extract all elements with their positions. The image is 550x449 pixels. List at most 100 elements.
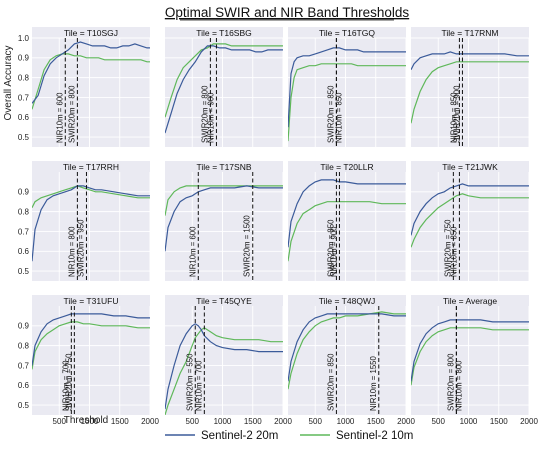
subplot-title: Tile = T17RRH <box>63 162 119 172</box>
x-tick-label: 2000 <box>520 417 538 426</box>
subplot-1: Tile = T10SGJ 0.5 0.6 0.7 0.8 0.9 1.0 NIR10m = … <box>18 27 151 147</box>
x-tick-label: 1500 <box>244 417 262 426</box>
series-line-20m <box>32 41 150 104</box>
y-tick-label: 0.8 <box>18 207 30 216</box>
y-tick-label: 0.6 <box>18 113 30 122</box>
subplot-5: Tile = T17RRH 0.5 0.6 0.7 0.8 0.9 NIR10m = 800… <box>18 161 151 281</box>
subplot-title-bg <box>165 295 283 306</box>
y-tick-label: 0.8 <box>18 341 30 350</box>
legend-item-10m: Sentinel-2 10m <box>300 430 413 442</box>
threshold-label: SWIR20m = 800 <box>200 85 209 143</box>
series-line-20m <box>288 179 406 248</box>
y-tick-label: 0.8 <box>18 73 30 82</box>
subplot-title-bg <box>165 161 283 172</box>
subplot-9: Tile = T31UFU 0.5 0.6 0.7 0.8 0.9 500 1000 1500 2… <box>18 295 159 426</box>
threshold-label: NIR10m = 600 <box>55 92 64 143</box>
threshold-label: SWIR20m = 750 <box>64 353 73 411</box>
threshold-label: NIR10m = 850 <box>449 226 458 277</box>
y-tick-label: 0.9 <box>18 322 30 331</box>
series-line-10m <box>411 327 529 386</box>
x-tick-label: 500 <box>309 417 323 426</box>
y-axis-label: Overall Accuracy <box>3 45 14 120</box>
subplot-title-bg <box>288 295 406 306</box>
y-tick-label: 0.9 <box>18 188 30 197</box>
series-line-20m <box>165 323 283 410</box>
subplot-title: Tile = T10SGJ <box>64 28 118 38</box>
legend-item-20m: Sentinel-2 20m <box>165 430 278 442</box>
plot-area <box>165 38 283 147</box>
threshold-label: SWIR20m = 550 <box>185 353 194 411</box>
series-line-10m <box>288 63 406 142</box>
threshold-label: NIR10m = 850 <box>334 92 343 143</box>
subplot-title: Tile = T17RNM <box>442 28 499 38</box>
plot-area <box>288 38 406 147</box>
plot-area <box>288 306 406 415</box>
x-tick-label: 2000 <box>141 417 159 426</box>
x-tick-label: 1000 <box>460 417 478 426</box>
plot-area <box>165 306 283 415</box>
y-tick-label: 0.6 <box>18 247 30 256</box>
series-line-20m <box>288 313 406 382</box>
panels: Tile = T10SGJ 0.5 0.6 0.7 0.8 0.9 1.0 NIR10m = … <box>18 27 538 426</box>
subplot-title-bg <box>32 295 150 306</box>
subplot-3: Tile = T16TGQ SWIR20m = 850 NIR10m = 850 <box>288 27 407 147</box>
series-line-20m <box>165 45 283 134</box>
threshold-label: NIR10m = 700 <box>194 360 203 411</box>
subplot-title-bg <box>288 27 406 38</box>
threshold-label: SWIR20m = 950 <box>77 219 86 277</box>
threshold-label: NIR10m = 900 <box>206 92 215 143</box>
plot-area <box>411 38 529 147</box>
threshold-label: NIR10m = 800 <box>67 226 76 277</box>
series-line-20m <box>411 51 529 70</box>
threshold-label: NIR10m = 800 <box>454 360 463 411</box>
threshold-label: SWIR20m = 800 <box>446 353 455 411</box>
x-tick-label: 500 <box>186 417 200 426</box>
subplot-title: Tile = T45QYE <box>196 296 252 306</box>
threshold-label: NIR10m = 900 <box>329 226 338 277</box>
series-line-10m <box>288 201 406 262</box>
threshold-label: SWIR20m = 850 <box>326 353 335 411</box>
x-tick-label: 500 <box>432 417 446 426</box>
y-tick-label: 0.5 <box>18 267 30 276</box>
y-tick-label: 0.9 <box>18 54 30 63</box>
x-tick-label: 1000 <box>81 417 99 426</box>
subplot-10: Tile = T45QYE 500 1000 1500 2000 SWIR20m = 55… <box>165 295 292 426</box>
threshold-label: SWIR20m = 850 <box>326 219 335 277</box>
legend: Sentinel-2 20m Sentinel-2 10m <box>165 430 413 442</box>
subplot-title-bg <box>32 27 150 38</box>
x-tick-label: 1500 <box>367 417 385 426</box>
y-tick-label: 0.5 <box>18 401 30 410</box>
subplot-title: Tile = Average <box>443 296 497 306</box>
y-tick-label: 0.7 <box>18 361 30 370</box>
plot-area <box>411 306 529 415</box>
threshold-label: SWIR20m = 1500 <box>243 215 252 277</box>
threshold-label: NIR10m = 700 <box>61 360 70 411</box>
plot-area <box>32 38 150 147</box>
plot-area <box>411 172 529 281</box>
plot-area <box>288 172 406 281</box>
subplot-title: Tile = T21JWK <box>442 162 498 172</box>
series-line-20m <box>288 47 406 128</box>
subplot-title: Tile = T16SBG <box>196 28 252 38</box>
x-tick-label: 1000 <box>337 417 355 426</box>
series-line-10m <box>411 61 529 124</box>
subplot-title-bg <box>411 161 529 172</box>
x-tick-label: 500 <box>53 417 67 426</box>
x-tick-label: 1500 <box>490 417 508 426</box>
threshold-label: SWIR20m = 850 <box>326 85 335 143</box>
figure-title: Optimal SWIR and NIR Band Thresholds <box>165 5 410 20</box>
series-line-10m <box>165 327 283 415</box>
legend-label: Sentinel-2 10m <box>336 430 413 442</box>
subplot-6: Tile = T17SNB NIR10m = 600 SWIR20m = 1500 <box>165 161 284 281</box>
threshold-label: NIR10m = 600 <box>188 226 197 277</box>
series-line-10m <box>165 43 283 118</box>
subplot-title-bg <box>165 27 283 38</box>
subplot-title-bg <box>411 27 529 38</box>
subplot-title: Tile = T48QWJ <box>319 296 375 306</box>
x-tick-label: 1500 <box>111 417 129 426</box>
